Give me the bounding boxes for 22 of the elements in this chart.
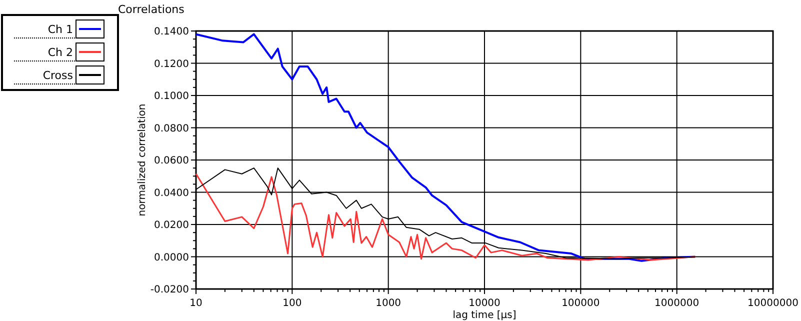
chart-title: Correlations [118, 3, 185, 16]
x-tick-label: 10000 [468, 298, 500, 309]
y-tick-label: 0.0200 [154, 220, 189, 231]
x-tick-label: 10 [190, 298, 202, 309]
y-tick-label: 0.1000 [154, 91, 189, 102]
y-tick-label: 0.1200 [154, 58, 189, 70]
x-tick-label: 100000 [562, 298, 600, 309]
y-tick-label: 0.1400 [154, 26, 189, 38]
x-tick-label: 1000000 [654, 298, 700, 309]
y-tick-label: 0.0600 [154, 156, 189, 166]
y-tick-label: 0.0000 [154, 252, 189, 264]
y-axis-title: normalized correlation [137, 104, 148, 216]
x-tick-label: 10000000 [748, 298, 798, 309]
x-tick-label: 1000 [376, 298, 402, 309]
y-tick-label: -0.0200 [150, 284, 189, 296]
y-tick-label: 0.0400 [154, 188, 189, 199]
legend-label: Ch 1 [48, 23, 73, 36]
legend-label: Ch 2 [48, 46, 73, 59]
x-tick-label: 100 [282, 298, 302, 309]
x-axis-title: lag time [µs] [452, 310, 516, 321]
y-tick-label: 0.0800 [154, 123, 189, 134]
legend-label: Cross [42, 69, 74, 82]
